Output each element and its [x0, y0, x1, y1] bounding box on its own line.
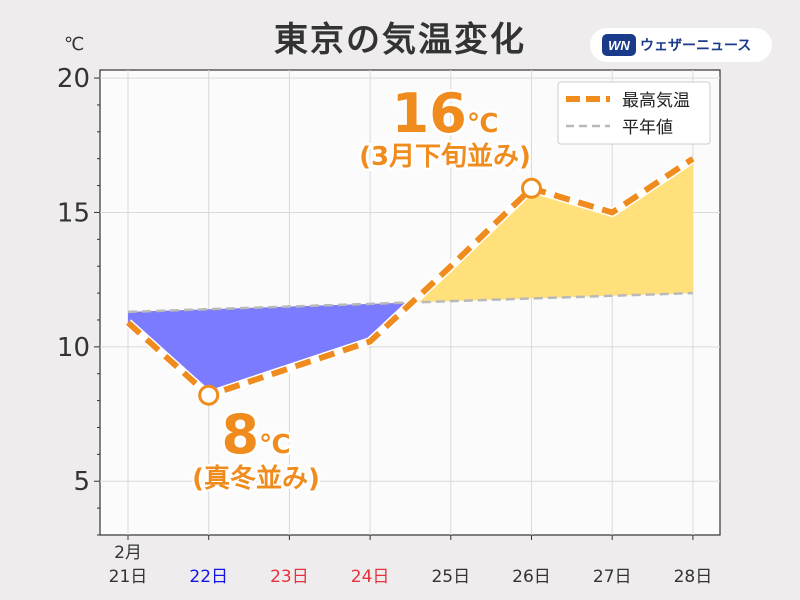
- weathernews-logo: WN ウェザーニュース: [590, 28, 772, 62]
- highlight-marker: [521, 177, 542, 199]
- x-tick-label: 26日: [512, 567, 551, 587]
- series-line-max: [125, 156, 695, 399]
- x-tick-label: 21日: [109, 567, 148, 587]
- annotation-value: 16℃: [392, 82, 499, 145]
- annotation-note: (3月下旬並み): [359, 142, 531, 172]
- annotation-value: 8℃: [221, 403, 290, 466]
- y-tick-label: 5: [73, 467, 90, 497]
- x-tick-label: 24日: [351, 567, 390, 587]
- annotation-note: (真冬並み): [192, 464, 320, 494]
- x-axis: 2月 21日 22日 23日 24日 25日 26日 27日 28日: [109, 535, 713, 587]
- svg-text:WN: WN: [608, 38, 630, 53]
- legend-label-normal: 平年値: [622, 118, 673, 138]
- annotation-8: 8℃(真冬並み): [190, 401, 323, 497]
- logo-text: ウェザーニュース: [640, 38, 752, 54]
- x-tick-label: 22日: [189, 567, 228, 587]
- y-tick-label: 10: [57, 333, 90, 363]
- page-title: 東京の気温変化: [274, 20, 526, 60]
- legend-label-max: 最高気温: [622, 91, 690, 111]
- x-tick-label: 23日: [270, 567, 309, 587]
- y-tick-label: 20: [57, 64, 90, 94]
- above-normal-area: [411, 158, 693, 303]
- x-tick-label: 25日: [431, 567, 470, 587]
- highlight-marker: [198, 384, 220, 406]
- annotation-16: 16℃(3月下旬並み): [357, 80, 534, 175]
- y-axis: 5 10 15 20: [57, 64, 100, 536]
- wn-logo-icon: WN: [602, 34, 636, 56]
- x-tick-label: 28日: [674, 567, 713, 587]
- x-tick-label: 2月: [114, 543, 142, 563]
- y-axis-unit: ℃: [64, 34, 85, 55]
- below-normal-area: [128, 302, 412, 396]
- y-tick-label: 15: [57, 198, 90, 228]
- x-tick-label: 27日: [593, 567, 632, 587]
